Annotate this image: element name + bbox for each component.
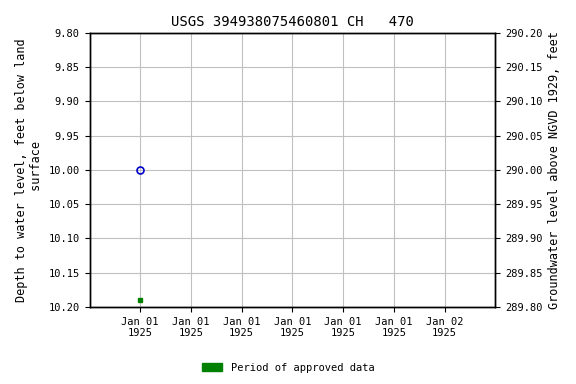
Legend: Period of approved data: Period of approved data <box>198 359 378 377</box>
Y-axis label: Groundwater level above NGVD 1929, feet: Groundwater level above NGVD 1929, feet <box>548 31 561 309</box>
Y-axis label: Depth to water level, feet below land
 surface: Depth to water level, feet below land su… <box>15 38 43 302</box>
Title: USGS 394938075460801 CH   470: USGS 394938075460801 CH 470 <box>171 15 414 29</box>
